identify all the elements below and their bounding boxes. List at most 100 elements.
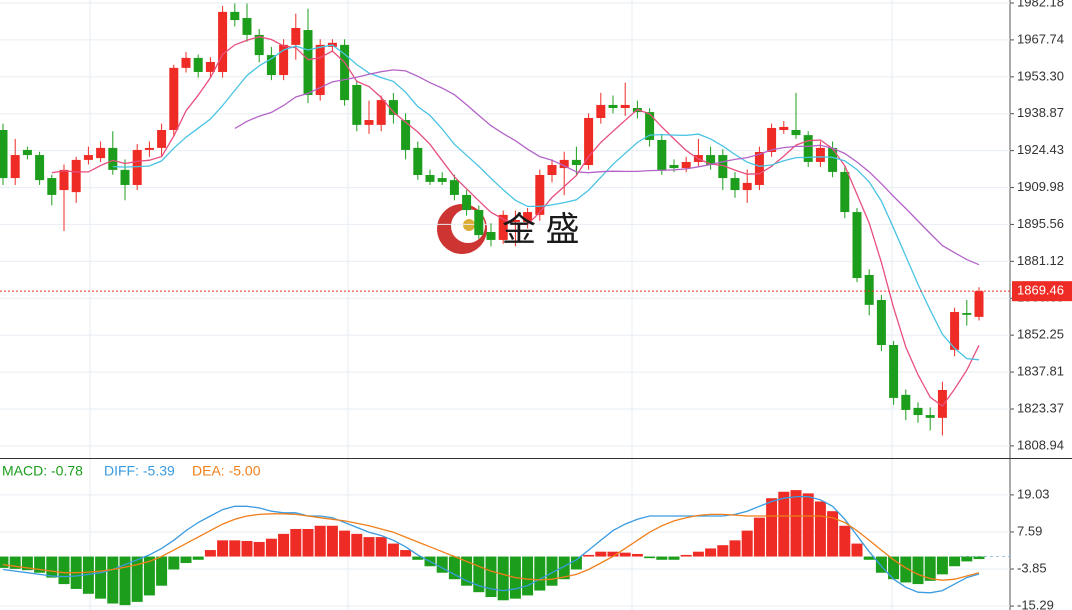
indicator-label: DIFF: -5.39 xyxy=(104,463,175,479)
logo-dot xyxy=(463,219,475,231)
y-tick-label: 19.03 xyxy=(1017,486,1050,501)
y-tick-label: 1909.98 xyxy=(1017,179,1064,194)
macd-bar xyxy=(644,556,656,559)
macd-bar xyxy=(326,525,338,557)
candle-body xyxy=(462,194,472,211)
candle-body xyxy=(340,44,350,101)
candle-body xyxy=(96,147,106,159)
candle-body xyxy=(706,155,716,166)
macd-bar xyxy=(595,551,607,557)
candle-body xyxy=(901,394,911,410)
candle-body xyxy=(437,178,447,182)
line-series xyxy=(234,69,980,266)
candle-body xyxy=(803,135,813,162)
macd-bar xyxy=(168,556,180,570)
candle-body xyxy=(937,389,947,418)
macd-bar xyxy=(680,554,692,557)
macd-bar xyxy=(436,556,448,573)
y-tick-label: 1967.74 xyxy=(1017,31,1064,46)
candle-body xyxy=(559,159,569,169)
candle-body xyxy=(132,149,142,185)
macd-bar xyxy=(839,525,851,557)
macd-bar xyxy=(58,556,70,585)
line-series xyxy=(2,513,980,581)
candle-body xyxy=(913,407,923,416)
candle-body xyxy=(352,85,362,125)
macd-bar xyxy=(412,556,424,560)
candle-body xyxy=(876,300,886,346)
candle-body xyxy=(22,149,32,156)
candle-body xyxy=(0,129,8,179)
macd-bar xyxy=(729,540,741,557)
macd-bar xyxy=(522,556,534,596)
macd-bar xyxy=(619,552,631,557)
candle-body xyxy=(571,159,581,166)
candle-body xyxy=(767,127,777,152)
y-tick-label: -3.85 xyxy=(1017,560,1047,575)
macd-bar xyxy=(912,556,924,585)
candle-body xyxy=(35,155,45,181)
candle-body xyxy=(742,182,752,191)
macd-bar xyxy=(668,556,680,560)
y-tick-label: 1808.94 xyxy=(1017,437,1064,452)
macd-bar xyxy=(265,538,277,557)
candle-body xyxy=(193,57,203,72)
candle-body xyxy=(486,232,496,240)
macd-bar xyxy=(339,530,351,557)
line-series xyxy=(51,36,980,408)
line-series xyxy=(112,44,980,361)
macd-bar xyxy=(217,540,229,557)
macd-bar xyxy=(204,550,216,557)
macd-bar xyxy=(192,556,204,560)
candle-body xyxy=(449,180,459,195)
y-tick-label: 1982.18 xyxy=(1017,0,1064,9)
macd-bar xyxy=(766,498,778,557)
macd-bar xyxy=(802,493,814,557)
candle-body xyxy=(376,100,386,125)
last-price-label: 1869.46 xyxy=(1017,283,1064,298)
candle-body xyxy=(144,147,154,150)
candle-body xyxy=(498,214,508,240)
candle-body xyxy=(425,174,435,182)
macd-bar xyxy=(156,556,168,586)
macd-bar xyxy=(461,556,473,586)
candle-body xyxy=(169,67,179,130)
macd-bar xyxy=(497,556,509,601)
candle-body xyxy=(242,18,252,35)
macd-bar xyxy=(827,511,839,557)
macd-bar xyxy=(180,556,192,564)
candle-body xyxy=(779,126,789,130)
candle-body xyxy=(413,147,423,175)
macd-bar xyxy=(778,491,790,557)
macd-bar xyxy=(363,537,375,557)
macd-bar xyxy=(21,556,33,571)
macd-bar xyxy=(949,556,961,567)
macd-bar xyxy=(570,556,582,570)
candle-body xyxy=(388,100,398,115)
candle-body xyxy=(157,129,167,148)
macd-bar xyxy=(131,556,143,602)
candle-body xyxy=(730,178,740,191)
candle-body xyxy=(120,169,130,185)
y-tick-label: 1881.12 xyxy=(1017,253,1064,268)
macd-bar xyxy=(888,556,900,580)
macd-bar xyxy=(253,541,265,557)
macd-bar xyxy=(900,556,912,583)
macd-bar xyxy=(119,556,131,606)
y-tick-label: 1823.37 xyxy=(1017,400,1064,415)
macd-bar xyxy=(314,525,326,557)
candle-body xyxy=(523,212,533,223)
candle-body xyxy=(852,212,862,279)
candle-body xyxy=(279,44,289,76)
macd-bar xyxy=(534,556,546,591)
candle-body xyxy=(535,174,545,215)
candle-body xyxy=(584,117,594,166)
candle-body xyxy=(754,151,764,185)
line-series xyxy=(2,495,980,594)
candle-body xyxy=(218,11,228,72)
macd-bar xyxy=(583,554,595,557)
macd-bar xyxy=(485,556,497,598)
macd-bar xyxy=(229,540,241,557)
